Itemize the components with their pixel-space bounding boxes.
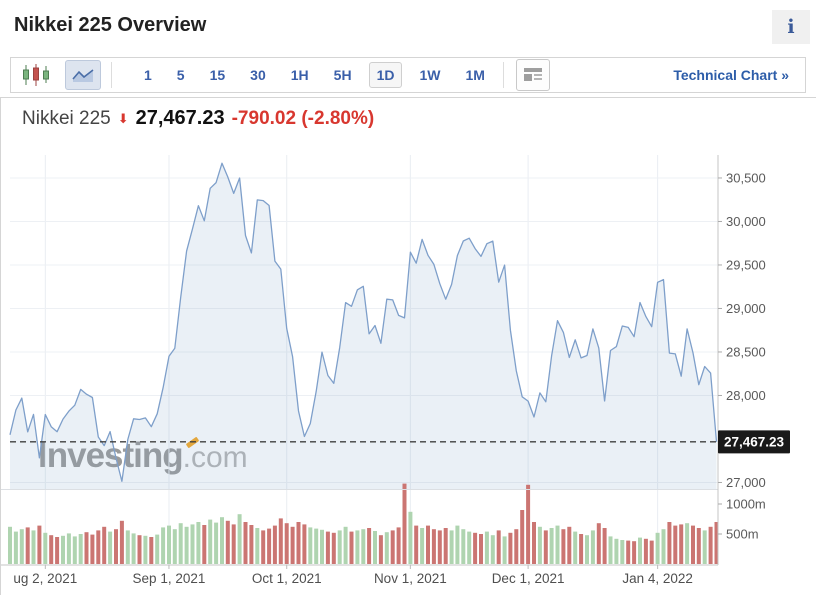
svg-text:Sep 1, 2021: Sep 1, 2021	[133, 571, 206, 586]
svg-text:30,500: 30,500	[726, 170, 766, 185]
area-chart-icon	[72, 69, 94, 82]
down-arrow-icon: ⬇	[117, 110, 129, 126]
quote-row: Nikkei 225 ⬇ 27,467.23 -790.02 (-2.80%)	[22, 107, 374, 130]
chart-frame	[0, 97, 816, 595]
interval-1h[interactable]: 1H	[290, 67, 309, 83]
interval-list: 1 5 15 30 1H 5H 1D 1W 1M	[136, 62, 493, 88]
svg-text:27,000: 27,000	[726, 475, 766, 490]
toolbar-separator	[502, 62, 504, 88]
volume-bars	[8, 483, 719, 564]
svg-text:ug 2, 2021: ug 2, 2021	[13, 571, 77, 586]
x-axis-labels: ug 2, 2021 Sep 1, 2021 Oct 1, 2021 Nov 1, 2…	[13, 565, 693, 586]
svg-text:28,000: 28,000	[726, 388, 766, 403]
area-chart-button[interactable]	[65, 60, 101, 90]
info-button[interactable]: i	[772, 10, 810, 44]
svg-text:29,500: 29,500	[726, 257, 766, 272]
interval-1m[interactable]: 1M	[465, 67, 485, 83]
interval-1d-selected[interactable]: 1D	[368, 62, 403, 88]
svg-text:Jan 4, 2022: Jan 4, 2022	[622, 571, 693, 586]
horizontal-gridlines	[10, 177, 718, 483]
svg-text:28,500: 28,500	[726, 344, 766, 359]
interval-30[interactable]: 30	[250, 67, 266, 83]
interval-1w[interactable]: 1W	[419, 67, 441, 83]
newspaper-icon	[523, 67, 542, 81]
svg-text:1000m: 1000m	[726, 497, 766, 512]
y-axis-labels: 30,500 30,000 29,500 29,000 28,500 28,000 27,0…	[718, 170, 766, 542]
price-area-fill	[10, 163, 717, 489]
news-view-button[interactable]	[515, 59, 550, 91]
last-price: 27,467.23	[135, 107, 225, 129]
watermark-brand: Investing	[38, 436, 184, 475]
interval-5[interactable]: 5	[176, 67, 185, 83]
investing-watermark: Investing.com	[38, 436, 248, 476]
toolbar-separator	[111, 62, 112, 88]
interval-15[interactable]: 15	[209, 67, 226, 83]
interval-5h[interactable]: 5H	[333, 67, 352, 83]
svg-text:500m: 500m	[726, 527, 759, 542]
candlestick-icon	[23, 64, 49, 86]
svg-text:29,000: 29,000	[726, 301, 766, 316]
svg-text:Nov 1, 2021: Nov 1, 2021	[374, 571, 447, 586]
info-icon: i	[787, 16, 795, 38]
watermark-suffix: .com	[183, 441, 248, 474]
interval-1[interactable]: 1	[144, 67, 152, 83]
svg-text:30,000: 30,000	[726, 214, 766, 229]
price-change: -790.02 (-2.80%)	[231, 108, 375, 129]
price-line	[9, 162, 718, 482]
chart-toolbar: 1 5 15 30 1H 5H 1D 1W 1M Technical Chart…	[10, 57, 806, 93]
svg-text:Dec 1, 2021: Dec 1, 2021	[492, 571, 565, 586]
candlestick-chart-button[interactable]	[15, 61, 57, 89]
svg-text:Oct 1, 2021: Oct 1, 2021	[252, 571, 322, 586]
last-price-badge	[718, 430, 790, 454]
technical-chart-link[interactable]: Technical Chart »	[673, 67, 789, 83]
instrument-name: Nikkei 225	[22, 108, 111, 129]
last-price-badge-text: 27,467.23	[724, 434, 785, 449]
page-title: Nikkei 225 Overview	[14, 14, 207, 36]
